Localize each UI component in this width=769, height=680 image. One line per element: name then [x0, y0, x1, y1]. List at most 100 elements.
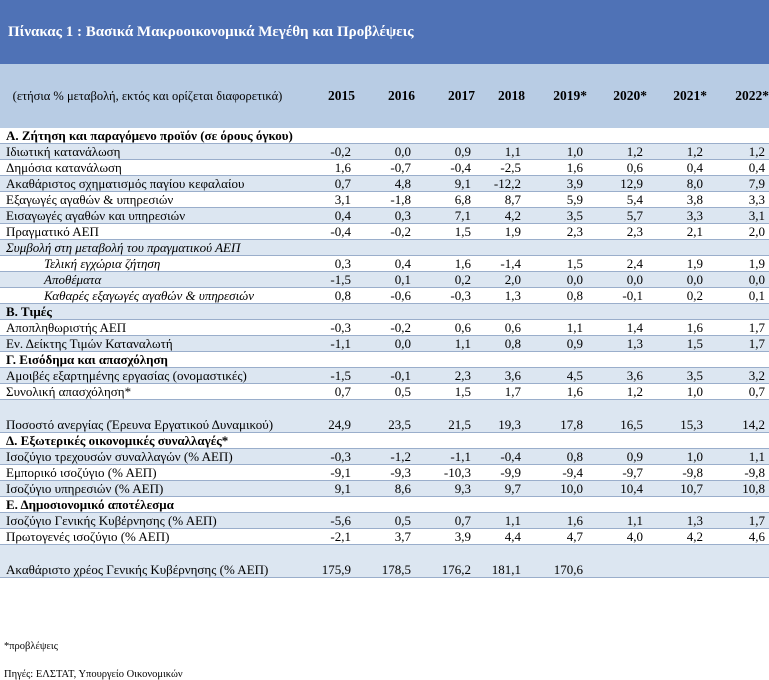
value-cell: 12,9	[620, 176, 643, 191]
row-label: Ισοζύγιο υπηρεσιών (% ΑΕΠ)	[6, 481, 164, 496]
section-header-row: Α. Ζήτηση και παραγόμενο προϊόν (σε όρου…	[0, 128, 769, 144]
value-cell: 1,6	[334, 160, 351, 175]
value-cell: 23,5	[388, 417, 411, 432]
value-cell: -1,2	[390, 449, 411, 464]
value-cell: 0,0	[748, 272, 765, 287]
value-cell: 1,2	[686, 144, 703, 159]
row-label: Ισοζύγιο Γενικής Κυβέρνησης (% ΑΕΠ)	[6, 513, 217, 528]
value-cell: -1,5	[330, 272, 351, 287]
row-label: Ιδιωτική κατανάλωση	[6, 144, 121, 159]
value-cell: 0,1	[394, 272, 411, 287]
value-cell: -9,4	[562, 465, 583, 480]
value-cell: -9,1	[330, 465, 351, 480]
row-label: Εμπορικό ισοζύγιο (% ΑΕΠ)	[6, 465, 157, 480]
row-label: Εξαγωγές αγαθών & υπηρεσιών	[6, 192, 174, 207]
row-label: Β. Τιμές	[6, 304, 52, 319]
value-cell: 0,0	[626, 272, 643, 287]
value-cell: 3,5	[566, 208, 583, 223]
value-cell: 0,3	[334, 256, 351, 271]
value-cell: 1,2	[748, 144, 765, 159]
forecast-footnote: *προβλέψεις	[4, 641, 58, 652]
value-cell: 0,5	[394, 513, 411, 528]
table-row: Πραγματικό ΑΕΠ -0,4 -0,2 1,5 1,9 2,3 2,3 2,1 2,0	[0, 224, 769, 240]
value-cell: 0,3	[394, 208, 411, 223]
value-cell: 2,4	[626, 256, 643, 271]
table-row: Ισοζύγιο τρεχουσών συναλλαγών (% ΑΕΠ) -0,…	[0, 449, 769, 465]
value-cell: 1,6	[686, 320, 703, 335]
row-label: Αποπληθωριστής ΑΕΠ	[6, 320, 127, 335]
table-row: Αποπληθωριστής ΑΕΠ -0,3 -0,2 0,6 0,6 1,1 1,4 1,…	[0, 320, 769, 336]
value-cell: 1,6	[566, 160, 583, 175]
table-row: Ακαθάριστο χρέος Γενικής Κυβέρνησης (% Α…	[0, 545, 769, 578]
value-cell: 10,0	[560, 481, 583, 496]
value-cell: 1,1	[504, 144, 521, 159]
value-cell: -9,7	[622, 465, 643, 480]
value-cell: 1,5	[454, 224, 471, 239]
value-cell: 10,8	[742, 481, 765, 496]
value-cell: 21,5	[448, 417, 471, 432]
value-cell: -0,4	[330, 224, 351, 239]
year-header: 2016	[388, 88, 415, 103]
value-cell: 0,4	[748, 160, 765, 175]
value-cell: 2,3	[454, 368, 471, 383]
row-label: Αποθέματα	[44, 272, 102, 287]
table-row: Ισοζύγιο Γενικής Κυβέρνησης (% ΑΕΠ) -5,6 0…	[0, 513, 769, 529]
value-cell: 3,7	[394, 529, 411, 544]
value-cell: -2,1	[330, 529, 351, 544]
value-cell: 1,5	[566, 256, 583, 271]
value-cell: 0,2	[454, 272, 471, 287]
year-header: 2015	[328, 88, 355, 103]
value-cell: 3,6	[504, 368, 521, 383]
value-cell: 2,3	[566, 224, 583, 239]
value-cell: 0,8	[566, 449, 583, 464]
value-cell: 1,7	[504, 384, 521, 399]
value-cell: 0,0	[394, 144, 411, 159]
row-label: Εν. Δείκτης Τιμών Καταναλωτή	[6, 336, 173, 351]
value-cell: 1,5	[686, 336, 703, 351]
value-cell: -0,3	[330, 449, 351, 464]
value-cell: 0,8	[334, 288, 351, 303]
value-cell: -10,3	[443, 465, 471, 480]
value-cell: 4,4	[504, 529, 521, 544]
row-label: Αμοιβές εξαρτημένης εργασίας (ονομαστικέ…	[6, 368, 247, 383]
value-cell: 1,3	[686, 513, 703, 528]
value-cell: 0,7	[454, 513, 471, 528]
value-cell: 4,7	[566, 529, 583, 544]
table-row: Συνολική απασχόληση* 0,7 0,5 1,5 1,7 1,6 1,2 1,…	[0, 384, 769, 400]
value-cell: 7,9	[748, 176, 765, 191]
value-cell: 8,0	[686, 176, 703, 191]
value-cell: 1,0	[566, 144, 583, 159]
value-cell: 4,0	[626, 529, 643, 544]
value-cell: 0,7	[334, 176, 351, 191]
value-cell: 15,3	[680, 417, 703, 432]
value-cell: 0,4	[686, 160, 703, 175]
value-cell: 16,5	[620, 417, 643, 432]
value-cell: 1,1	[626, 513, 643, 528]
value-cell: 14,2	[742, 417, 765, 432]
value-cell: 176,2	[441, 562, 471, 577]
value-cell: 1,5	[454, 384, 471, 399]
value-cell: -1,8	[390, 192, 411, 207]
value-cell: -0,2	[330, 144, 351, 159]
row-label: Συμβολή στη μεταβολή του πραγματικού ΑΕΠ	[6, 240, 241, 255]
value-cell: 17,8	[560, 417, 583, 432]
value-cell: 19,3	[498, 417, 521, 432]
value-cell: -0,2	[390, 224, 411, 239]
value-cell: 3,1	[334, 192, 351, 207]
value-cell: 1,9	[748, 256, 765, 271]
value-cell: 1,6	[566, 384, 583, 399]
value-cell: 8,7	[504, 192, 521, 207]
value-cell: 3,9	[566, 176, 583, 191]
value-cell: 0,8	[504, 336, 521, 351]
value-cell: 8,6	[394, 481, 411, 496]
value-cell: 1,2	[626, 144, 643, 159]
value-cell: 0,0	[394, 336, 411, 351]
value-cell: 4,8	[394, 176, 411, 191]
value-cell: 1,1	[504, 513, 521, 528]
value-cell: -0,4	[450, 160, 471, 175]
row-label: Ακαθάριστος σχηματισμός παγίου κεφαλαίου	[6, 176, 245, 191]
table-row: Συμβολή στη μεταβολή του πραγματικού ΑΕΠ	[0, 240, 769, 256]
row-label: Γ. Εισόδημα και απασχόληση	[6, 352, 168, 367]
table-row: Εξαγωγές αγαθών & υπηρεσιών 3,1 -1,8 6,8 8,7…	[0, 192, 769, 208]
row-label: Ισοζύγιο τρεχουσών συναλλαγών (% ΑΕΠ)	[6, 449, 233, 464]
